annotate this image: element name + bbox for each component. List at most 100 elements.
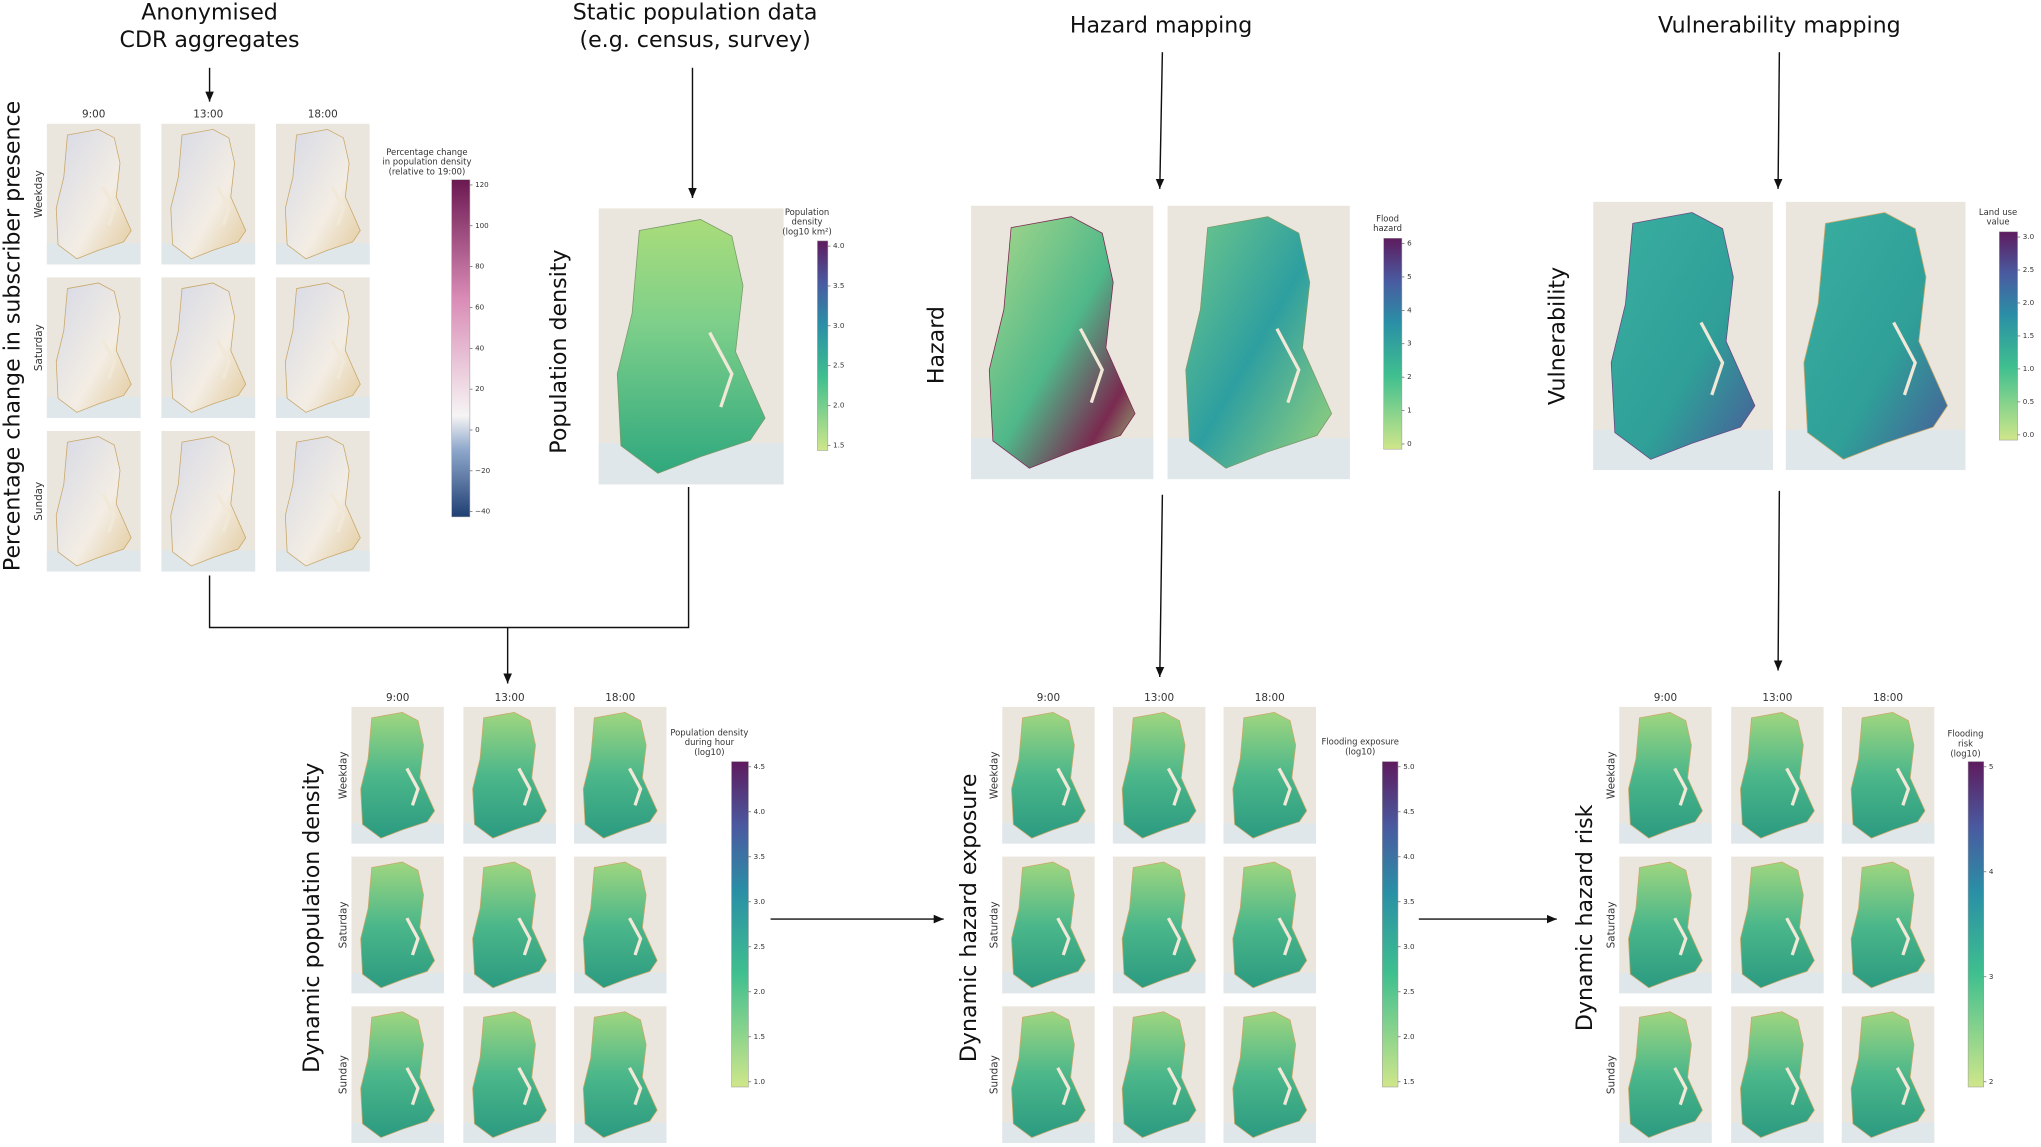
row-label: Sunday bbox=[338, 1055, 350, 1094]
row-label: Weekday bbox=[338, 751, 350, 799]
colorbar-tick-label: 3 bbox=[1407, 339, 1412, 348]
row-label: Saturday bbox=[338, 901, 350, 948]
colorbar-tick-label: 1.5 bbox=[754, 1032, 765, 1041]
colorbar-label: hazard bbox=[1373, 223, 1402, 233]
column-title: 9:00 bbox=[1037, 692, 1060, 704]
colorbar-tick-label: 4.5 bbox=[1403, 807, 1414, 816]
section-header: (e.g. census, survey) bbox=[579, 27, 810, 53]
colorbar-label: Flood bbox=[1376, 213, 1399, 223]
colorbar-tick-label: 3.0 bbox=[1403, 942, 1415, 951]
column-title: 9:00 bbox=[82, 109, 105, 121]
colorbar-tick-label: 4 bbox=[1407, 305, 1412, 314]
colorbar bbox=[1384, 238, 1402, 449]
colorbar bbox=[1968, 762, 1984, 1087]
panel-label: Dynamic hazard exposure bbox=[956, 773, 982, 1062]
colorbar-label: (log10 km²) bbox=[782, 226, 831, 236]
colorbar-tick-label: 4.0 bbox=[833, 241, 845, 250]
colorbar-tick-label: 100 bbox=[475, 221, 489, 230]
colorbar-tick-label: 1 bbox=[1407, 406, 1412, 415]
row-label: Sunday bbox=[988, 1055, 1000, 1094]
colorbar-tick-label: 2.0 bbox=[2023, 298, 2035, 307]
colorbar-label: (log10) bbox=[694, 747, 724, 757]
colorbar-label: (log10) bbox=[1950, 748, 1980, 758]
colorbar-tick-label: 0.5 bbox=[2023, 397, 2034, 406]
colorbar bbox=[817, 241, 827, 451]
colorbar-label: Population density bbox=[670, 727, 748, 737]
colorbar-tick-label: 0.0 bbox=[2023, 430, 2035, 439]
colorbar-tick-label: 2.5 bbox=[1403, 987, 1414, 996]
colorbar-tick-label: 5.0 bbox=[1403, 762, 1415, 771]
section-header: Anonymised bbox=[141, 0, 278, 26]
colorbar-tick-label: 80 bbox=[475, 262, 485, 271]
colorbar-tick-label: 1.0 bbox=[754, 1077, 766, 1086]
row-label: Saturday bbox=[988, 901, 1000, 948]
colorbar-tick-label: 5 bbox=[1407, 272, 1412, 281]
colorbar-tick-label: 1.0 bbox=[2023, 364, 2035, 373]
colorbar-label: risk bbox=[1958, 739, 1973, 749]
colorbar-label: Flooding bbox=[1948, 729, 1984, 739]
colorbar-label: density bbox=[792, 217, 823, 227]
colorbar-tick-label: 2.5 bbox=[754, 942, 765, 951]
colorbar-tick-label: 0 bbox=[475, 425, 480, 434]
row-label: Weekday bbox=[988, 751, 1000, 799]
column-title: 13:00 bbox=[1762, 692, 1792, 704]
section-header: CDR aggregates bbox=[120, 27, 300, 53]
column-title: 9:00 bbox=[386, 692, 409, 704]
colorbar-label: (relative to 19:00) bbox=[389, 166, 466, 176]
colorbar bbox=[1382, 762, 1398, 1087]
diagram: AnonymisedCDR aggregates Percentage chang… bbox=[0, 0, 2041, 1147]
colorbar bbox=[1999, 232, 2017, 440]
colorbar-label: during hour bbox=[685, 737, 735, 747]
colorbar-tick-label: 4.5 bbox=[754, 762, 765, 771]
colorbar-tick-label: 2.5 bbox=[833, 361, 844, 370]
colorbar-tick-label: 4 bbox=[1989, 867, 1994, 876]
colorbar-tick-label: 2 bbox=[1407, 372, 1412, 381]
colorbar-tick-label: 3.0 bbox=[833, 321, 845, 330]
colorbar-tick-label: 120 bbox=[475, 180, 489, 189]
column-title: 18:00 bbox=[308, 109, 338, 121]
colorbar-tick-label: 4.0 bbox=[1403, 852, 1415, 861]
column-title: 13:00 bbox=[193, 109, 223, 121]
colorbar-tick-label: 5 bbox=[1989, 762, 1994, 771]
colorbar-tick-label: 3.0 bbox=[754, 897, 766, 906]
colorbar-tick-label: 0 bbox=[1407, 439, 1412, 448]
panel-label: Percentage change in subscriber presence bbox=[0, 101, 26, 571]
colorbar-tick-label: 60 bbox=[475, 302, 485, 311]
panel-label: Population density bbox=[546, 249, 572, 453]
colorbar-tick-label: 1.5 bbox=[2023, 331, 2034, 340]
column-title: 13:00 bbox=[1144, 692, 1174, 704]
column-title: 9:00 bbox=[1654, 692, 1677, 704]
colorbar-tick-label: 3.5 bbox=[833, 281, 844, 290]
section-header: Static population data bbox=[573, 0, 818, 26]
colorbar-tick-label: 3.0 bbox=[2023, 232, 2035, 241]
row-label: Saturday bbox=[33, 324, 45, 371]
colorbar-tick-label: 2 bbox=[1989, 1077, 1994, 1086]
row-label: Saturday bbox=[1605, 901, 1617, 948]
panel-label: Dynamic population density bbox=[299, 763, 325, 1073]
panel-label: Vulnerability bbox=[1545, 267, 1571, 405]
colorbar-tick-label: 2.0 bbox=[833, 400, 845, 409]
colorbar-label: value bbox=[1986, 217, 2009, 227]
colorbar-tick-label: 2.0 bbox=[1403, 1032, 1415, 1041]
row-label: Weekday bbox=[1605, 751, 1617, 799]
colorbar-tick-label: 20 bbox=[475, 384, 485, 393]
colorbar-tick-label: 3 bbox=[1989, 972, 1994, 981]
colorbar-tick-label: 1.5 bbox=[1403, 1077, 1414, 1086]
colorbar-tick-label: −20 bbox=[475, 466, 491, 475]
section-header: Hazard mapping bbox=[1070, 13, 1252, 39]
colorbar-label: Land use bbox=[1979, 207, 2017, 217]
colorbar-tick-label: −40 bbox=[475, 507, 491, 516]
colorbar-tick-label: 3.5 bbox=[1403, 897, 1414, 906]
panel-label: Dynamic hazard risk bbox=[1572, 804, 1598, 1031]
colorbar-label: Population bbox=[785, 207, 829, 217]
colorbar-label: Flooding exposure bbox=[1321, 737, 1399, 747]
colorbar-label: in population density bbox=[382, 157, 471, 167]
colorbar-label: Percentage change bbox=[386, 147, 467, 157]
row-label: Sunday bbox=[1605, 1055, 1617, 1094]
colorbar-tick-label: 1.5 bbox=[833, 440, 844, 449]
colorbar bbox=[732, 762, 749, 1087]
colorbar-tick-label: 2.5 bbox=[2023, 265, 2034, 274]
column-title: 13:00 bbox=[495, 692, 525, 704]
row-label: Sunday bbox=[33, 482, 45, 521]
row-label: Weekday bbox=[33, 170, 45, 218]
